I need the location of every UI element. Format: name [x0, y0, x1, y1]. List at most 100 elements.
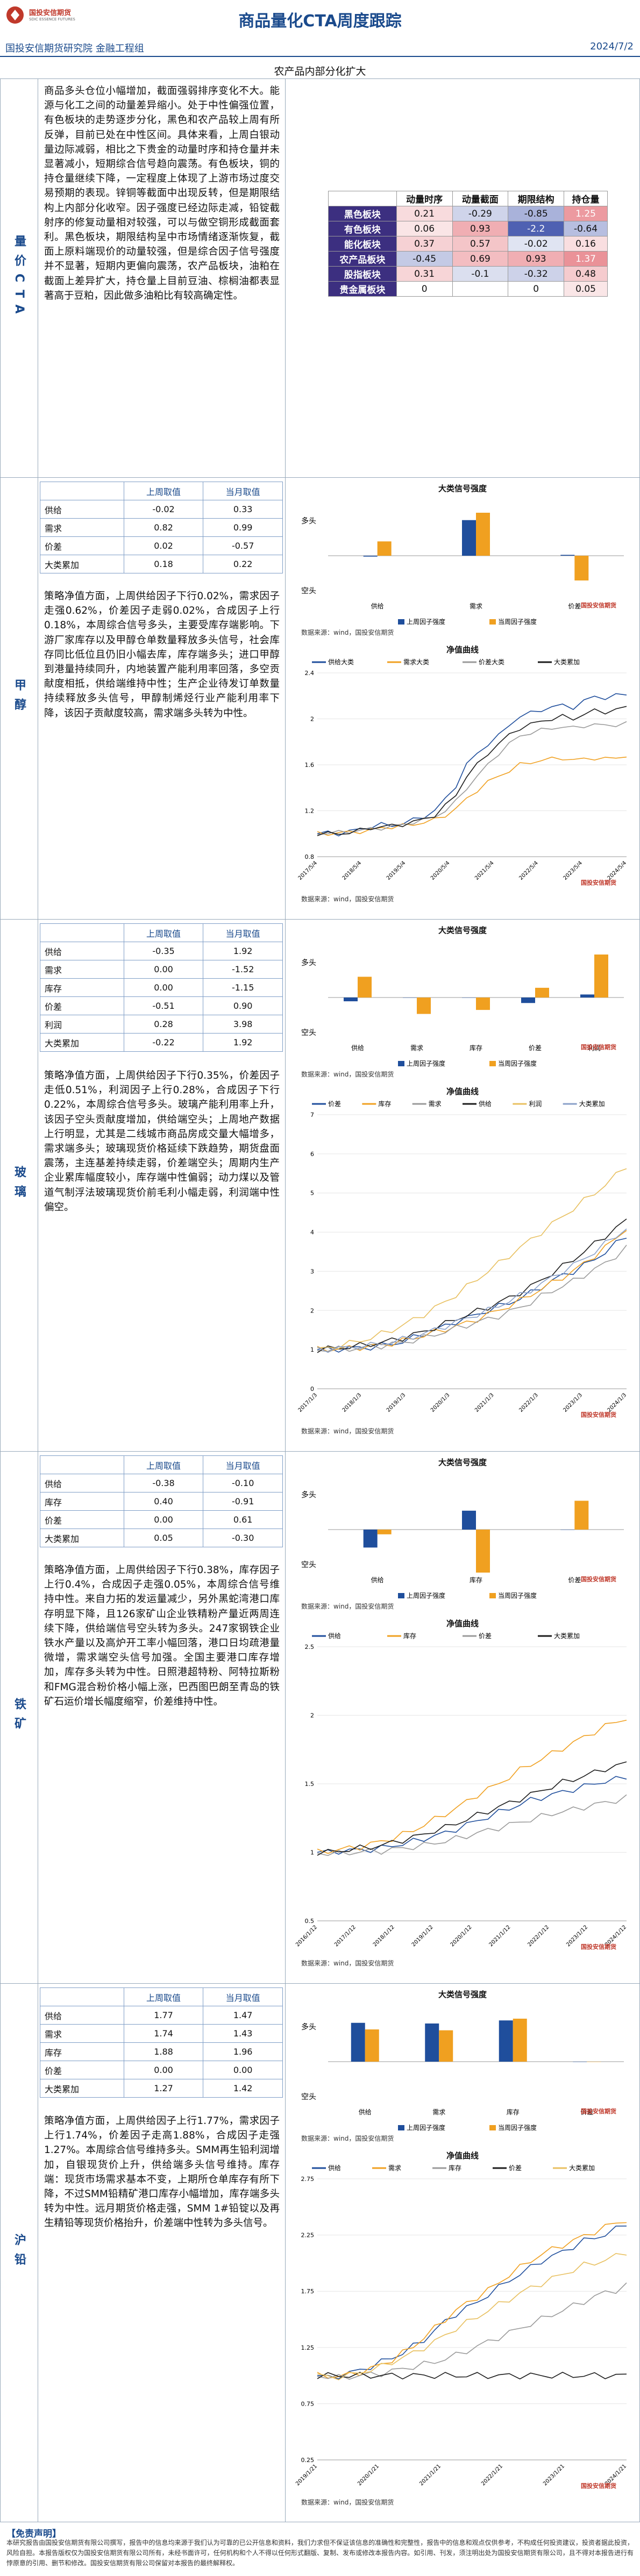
factor-value: 0.02 [123, 536, 204, 555]
bar-需求-0 [425, 2023, 439, 2062]
series-line-2 [317, 721, 627, 835]
legend-label: 大类累加 [554, 1632, 580, 1640]
factor-label: 大类累加 [40, 1033, 124, 1052]
series-line-4 [317, 2253, 627, 2380]
sig-table-header: 持仓量 [564, 191, 608, 206]
sig-cell: 0.06 [396, 221, 453, 236]
legend-swatch [398, 2125, 404, 2130]
y-tick-label: 2.5 [305, 1644, 315, 1651]
factor-value-table: 上周取值 当月取值 供给 1.77 1.47 需求 1.74 1.43 库存 1.88 1.96 价差… [40, 1987, 283, 2098]
sig-cell: -0.02 [508, 236, 565, 252]
x-tick-label: 2019/1/21 [295, 2463, 318, 2487]
sig-table-header: 期限结构 [508, 191, 565, 206]
logo: 国投安信期货 SDIC ESSENCE FUTURES [5, 5, 75, 25]
sig-cell [452, 281, 509, 297]
nav-line-chart: 供给 库存 价差 大类累加 0.5 1 1.5 2 2.5 2016/1/12 2017/1/12 2… [295, 1632, 628, 1948]
y-tick-label: 4 [310, 1229, 314, 1236]
y-tick-label: 1.5 [305, 1781, 315, 1788]
long-label: 多头 [301, 516, 316, 526]
row-label-3: 沪铅 [12, 2233, 26, 2272]
legend-label: 需求 [429, 1100, 442, 1108]
factor-table-header: 上周取值 [123, 923, 204, 942]
row-label-1: 玻璃 [12, 1166, 26, 1204]
sig-table-header [328, 191, 397, 206]
signal-chart-title: 大类信号强度 [438, 925, 487, 935]
x-tick-label: 2017/1/3 [297, 1392, 319, 1413]
y-tick-label: 0.8 [305, 853, 315, 860]
table-row: 价差 -0.51 0.90 [40, 996, 283, 1015]
bar-需求-1 [439, 2030, 453, 2062]
y-tick-label: 1 [310, 1346, 314, 1353]
sig-table-row: 黑色板块 0.21 -0.29 -0.85 1.25 [328, 206, 608, 221]
legend-label: 大类累加 [579, 1100, 605, 1108]
watermark: 国投安信期货 [581, 2108, 616, 2115]
x-tick-label: 2018/1/3 [342, 1392, 363, 1413]
bar-库存-0 [462, 1510, 476, 1530]
factor-table-header: 当月取值 [203, 923, 283, 942]
legend-label: 上周因子强度 [407, 618, 445, 626]
long-label: 多头 [301, 2022, 316, 2032]
category-label: 供给 [371, 602, 384, 610]
bar-需求-0 [462, 520, 476, 556]
legend-label: 需求大类 [403, 658, 429, 666]
long-label: 多头 [301, 958, 316, 967]
legend-label: 价差 [479, 1632, 492, 1640]
signal-chart-title: 大类信号强度 [438, 484, 487, 493]
table-row: 大类累加 1.27 1.42 [40, 2079, 283, 2098]
series-line-5 [317, 1228, 627, 1353]
series-line-0 [317, 1776, 627, 1855]
nav-chart-title: 净值曲线 [446, 1619, 479, 1628]
sig-row-label: 贵金属板块 [328, 281, 397, 297]
bar-需求-1 [417, 998, 431, 1014]
row-divider [0, 477, 640, 478]
chart-source: 数据来源：wind，国投安信期货 [301, 2135, 394, 2142]
y-tick-label: 2.25 [301, 2232, 315, 2239]
sig-cell: 0.16 [564, 236, 608, 252]
factor-value: 0.90 [203, 996, 283, 1015]
sig-table-row: 股指板块 0.31 -0.1 -0.32 0.48 [328, 266, 608, 282]
bar-供给-1 [365, 2029, 379, 2062]
chart-source: 数据来源：wind，国投安信期货 [301, 895, 394, 903]
row-divider [0, 919, 640, 920]
factor-value: 0.22 [203, 555, 283, 573]
category-label: 价差 [568, 602, 581, 610]
logo-subtext: SDIC ESSENCE FUTURES [29, 17, 75, 21]
table-row: 价差 0.00 0.61 [40, 1510, 283, 1529]
factor-table-header: 上周取值 [123, 1987, 204, 2006]
table-row: 大类累加 0.05 -0.30 [40, 1529, 283, 1547]
table-row: 价差 0.00 0.00 [40, 2061, 283, 2079]
commentary-text: 策略净值方面，上周供给因子上行1.77%，需求因子上行1.74%，价差因子走高1… [44, 2115, 280, 2229]
category-label: 需求 [470, 602, 482, 610]
factor-value: 1.77 [123, 2006, 204, 2025]
nav-chart-title: 净值曲线 [446, 2151, 479, 2161]
short-label: 空头 [301, 587, 316, 595]
category-label: 库存 [470, 1576, 482, 1584]
row-label-cta: 量价CTA [12, 234, 26, 321]
factor-label: 供给 [40, 942, 124, 960]
y-tick-label: 1.25 [301, 2344, 315, 2351]
x-tick-label: 2019/5/4 [386, 860, 407, 881]
bar-库存-0 [499, 2020, 513, 2062]
sig-cell: 0 [508, 281, 565, 297]
legend-label: 上周因子强度 [407, 1591, 445, 1599]
series-line-0 [317, 2226, 627, 2380]
legend-label: 当周因子强度 [498, 1591, 537, 1599]
sig-table-header: 动量截面 [452, 191, 509, 206]
legend-label: 库存 [403, 1632, 416, 1640]
x-tick-label: 2020/1/21 [357, 2463, 380, 2487]
factor-value: -1.15 [203, 978, 283, 997]
legend-swatch [489, 2125, 496, 2130]
row-divider [0, 1451, 640, 1452]
bar-库存-1 [476, 998, 490, 1010]
legend-swatch [489, 619, 496, 625]
y-tick-label: 2.75 [301, 2176, 315, 2183]
factor-value: 1.27 [123, 2079, 204, 2098]
category-label: 供给 [371, 1576, 384, 1584]
legend-label: 当周因子强度 [498, 1059, 537, 1067]
x-tick-label: 2022/1/3 [518, 1392, 539, 1413]
factor-label: 供给 [40, 1474, 124, 1492]
logo-text: 国投安信期货 [29, 9, 72, 17]
legend-label: 库存 [449, 2164, 461, 2172]
legend-label: 价差 [509, 2164, 522, 2172]
